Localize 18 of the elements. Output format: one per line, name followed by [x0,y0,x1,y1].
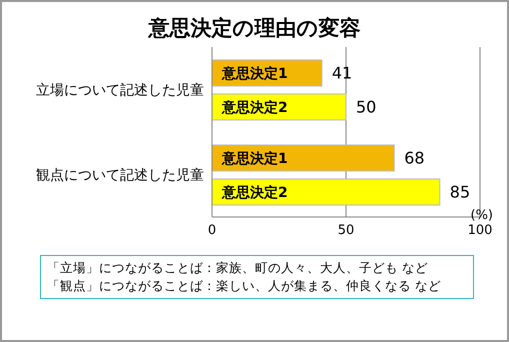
chart-title: 意思決定の理由の変容 [146,15,362,42]
data-label: 41 [332,64,352,83]
y-tick-label: 観点について記述した児童 [36,167,204,184]
y-tick-label: 立場について記述した児童 [36,82,204,98]
bar [212,178,440,206]
x-tick-label: 50 [338,223,354,238]
data-label: 68 [404,148,425,168]
text: 「立場」につながることば：家族、町の人々、大人、子ども など [47,259,429,277]
x-tick-label: 0 [208,223,216,238]
x-tick-label: 100 [468,223,492,238]
series-label: 意思決定1 [221,65,288,82]
data-label: 85 [450,182,470,202]
data-label: 50 [356,98,376,117]
text: 「観点」につながることば：楽しい、人が集まる、仲良くなる など [47,277,442,295]
x-axis-title: (%) [470,208,493,223]
series-label: 意思決定2 [221,99,288,116]
text: 意思決定2 [222,185,288,201]
text: 意思決定1 [222,151,288,167]
